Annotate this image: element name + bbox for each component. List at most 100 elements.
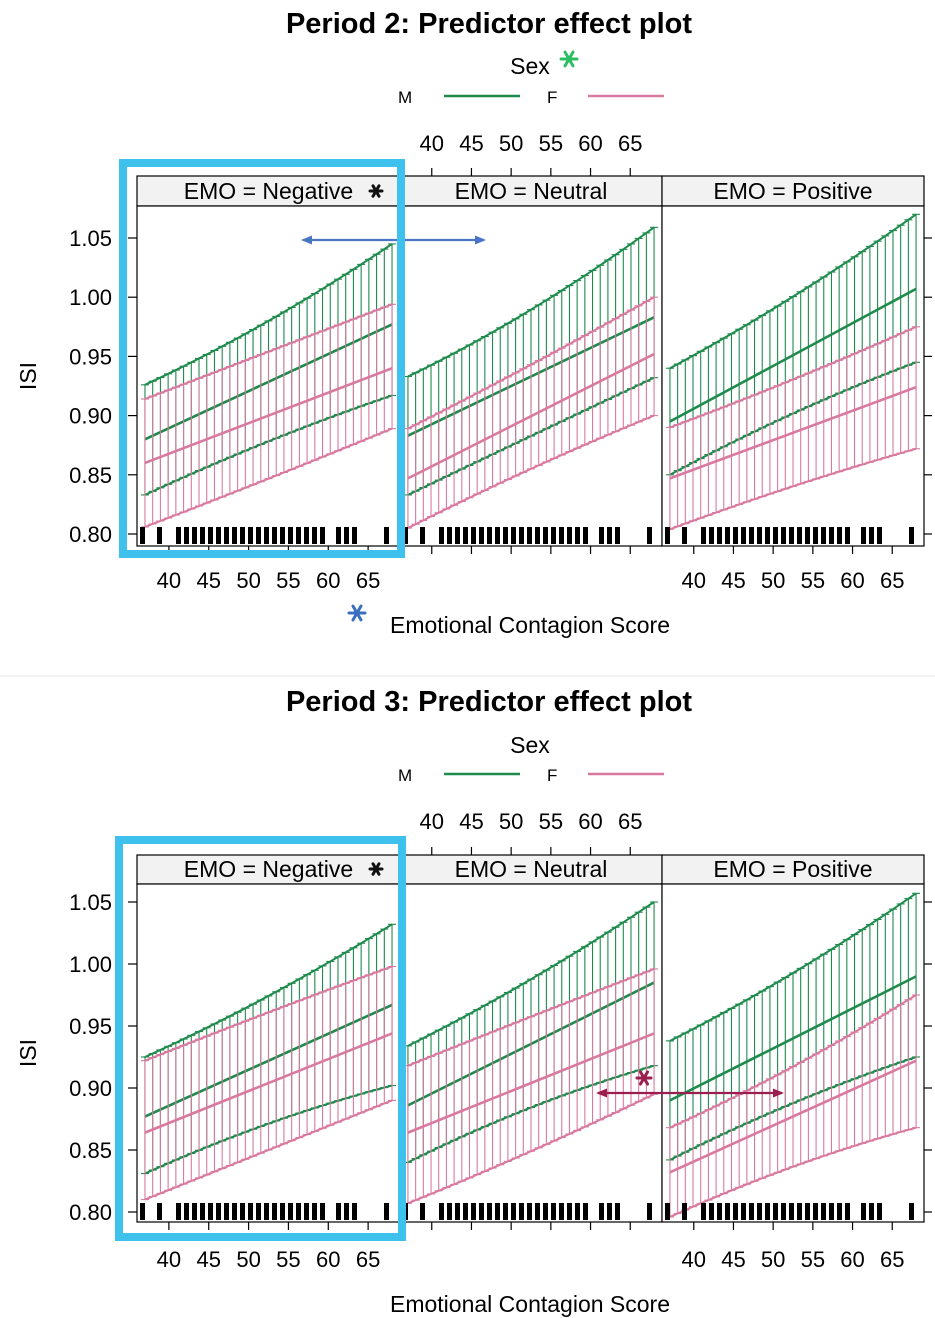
y-axis-label: ISI bbox=[15, 1039, 41, 1067]
rug-mark bbox=[352, 527, 357, 544]
rug bbox=[665, 527, 914, 544]
rug-mark bbox=[837, 527, 842, 544]
rug-mark bbox=[184, 527, 189, 544]
rug-mark bbox=[717, 1203, 722, 1220]
rug-mark bbox=[741, 527, 746, 544]
rug bbox=[665, 1203, 914, 1220]
rug-mark bbox=[320, 527, 325, 544]
panel-negative: EMO = Negative 40 45 50 55 60 65 bbox=[136, 175, 401, 593]
rug-mark bbox=[336, 1203, 341, 1220]
rug-mark bbox=[272, 1203, 277, 1220]
x-tick-label: 60 bbox=[316, 568, 340, 593]
series-f bbox=[403, 968, 659, 1205]
rug-mark bbox=[176, 527, 181, 544]
panel-strip-label: EMO = Positive bbox=[713, 856, 872, 882]
rug-mark bbox=[535, 527, 540, 544]
legend: Sex M F bbox=[398, 50, 664, 107]
ci-lower-line bbox=[407, 414, 655, 529]
rug-mark bbox=[192, 1203, 197, 1220]
rug-mark bbox=[837, 1203, 842, 1220]
panel-strip-label: EMO = Positive bbox=[713, 178, 872, 204]
rug-mark bbox=[519, 1203, 524, 1220]
rug-mark bbox=[296, 527, 301, 544]
x-tick-label: 55 bbox=[276, 1247, 300, 1272]
x-tick-label: 40 bbox=[157, 1247, 181, 1272]
x-tick-label: 65 bbox=[356, 1247, 380, 1272]
legend-entry-m: M bbox=[398, 88, 412, 107]
rug-mark bbox=[805, 1203, 810, 1220]
series-f bbox=[140, 965, 397, 1201]
x-axis-label: Emotional Contagion Score bbox=[390, 1291, 670, 1317]
rug-mark bbox=[829, 527, 834, 544]
fit-line bbox=[144, 367, 393, 465]
x-tick-label: 60 bbox=[840, 1247, 864, 1272]
rug-mark bbox=[701, 1203, 706, 1220]
x-tick-label-top: 55 bbox=[539, 131, 563, 156]
x-tick-label: 55 bbox=[801, 1247, 825, 1272]
rug-mark bbox=[725, 1203, 730, 1220]
rug-mark bbox=[200, 527, 205, 544]
rug-mark bbox=[184, 1203, 189, 1220]
panel-positive: EMO = Positive 40 45 50 55 60 65 bbox=[661, 854, 925, 1272]
panel-positive: EMO = Positive 40 45 50 55 60 65 bbox=[661, 175, 925, 593]
rug-mark bbox=[665, 1203, 670, 1220]
rug-mark bbox=[599, 1203, 604, 1220]
rug-mark bbox=[647, 1203, 652, 1220]
arrow-head-right bbox=[773, 1088, 784, 1098]
negative-panel-star bbox=[368, 862, 384, 876]
rug-mark bbox=[487, 527, 492, 544]
panel-strip-label: EMO = Neutral bbox=[455, 856, 608, 882]
rug-mark bbox=[140, 527, 145, 544]
x-tick-label: 40 bbox=[682, 568, 706, 593]
ci-lower-line bbox=[669, 447, 917, 531]
rug bbox=[140, 527, 389, 544]
rug-mark bbox=[312, 527, 317, 544]
rug-mark bbox=[909, 1203, 914, 1220]
rug-mark bbox=[479, 1203, 484, 1220]
rug-mark bbox=[535, 1203, 540, 1220]
x-axis-label: Emotional Contagion Score bbox=[390, 612, 670, 638]
rug-mark bbox=[845, 527, 850, 544]
x-tick-label-top: 45 bbox=[459, 809, 483, 834]
rug-mark bbox=[615, 1203, 620, 1220]
y-tick-label: 0.90 bbox=[69, 1076, 112, 1101]
comparison-arrow bbox=[596, 1088, 784, 1098]
y-tick-label: 0.85 bbox=[69, 1138, 112, 1163]
y-tick-label: 0.80 bbox=[69, 522, 112, 547]
fit-line bbox=[669, 975, 917, 1102]
rug-mark bbox=[781, 1203, 786, 1220]
rug-mark bbox=[320, 1203, 325, 1220]
rug-mark bbox=[805, 527, 810, 544]
rug-mark bbox=[647, 527, 652, 544]
rug bbox=[140, 1203, 389, 1220]
rug-mark bbox=[256, 1203, 261, 1220]
rug-mark bbox=[765, 527, 770, 544]
rug-mark bbox=[344, 1203, 349, 1220]
chart-period-3: Period 3: Predictor effect plot Sex M F ISI 0… bbox=[15, 686, 932, 1317]
fit-line bbox=[144, 1032, 393, 1134]
rug-mark bbox=[797, 1203, 802, 1220]
rug-mark bbox=[599, 527, 604, 544]
rug-mark bbox=[511, 1203, 516, 1220]
fit-line bbox=[669, 1059, 917, 1174]
rug-mark bbox=[701, 527, 706, 544]
rug-mark bbox=[733, 527, 738, 544]
rug-mark bbox=[682, 527, 687, 544]
rug-mark bbox=[709, 527, 714, 544]
rug-mark bbox=[463, 1203, 468, 1220]
rug-mark bbox=[773, 1203, 778, 1220]
rug-mark bbox=[575, 1203, 580, 1220]
ci-upper-line bbox=[144, 923, 393, 1058]
rug-mark bbox=[519, 527, 524, 544]
rug-mark bbox=[527, 1203, 532, 1220]
rug-mark bbox=[176, 1203, 181, 1220]
rug-mark bbox=[288, 527, 293, 544]
highlight-box-negative bbox=[115, 836, 406, 1241]
x-tick-label: 65 bbox=[880, 568, 904, 593]
rug-mark bbox=[403, 527, 408, 544]
rug-mark bbox=[495, 527, 500, 544]
rug-mark bbox=[765, 1203, 770, 1220]
ci-lower-line bbox=[144, 1099, 393, 1201]
rug-mark bbox=[741, 1203, 746, 1220]
chart-period-2: Period 2: Predictor effect plot Sex M F ISI 0… bbox=[15, 8, 932, 638]
